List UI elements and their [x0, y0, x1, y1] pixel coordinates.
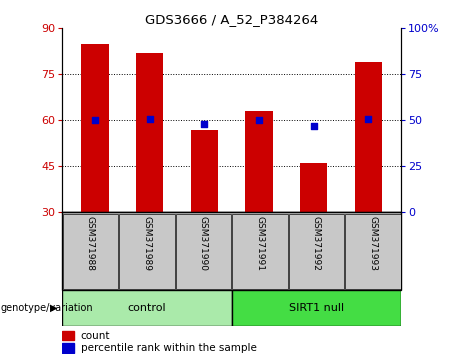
Point [91, 118, 99, 123]
Bar [355, 62, 382, 212]
Bar [345, 214, 401, 289]
Bar [176, 214, 231, 289]
Bar [136, 53, 163, 212]
Bar [119, 214, 175, 289]
Text: genotype/variation: genotype/variation [1, 303, 94, 313]
Title: GDS3666 / A_52_P384264: GDS3666 / A_52_P384264 [145, 13, 318, 26]
Bar [191, 130, 218, 212]
Text: GSM371993: GSM371993 [368, 216, 378, 271]
Text: SIRT1 null: SIRT1 null [289, 303, 344, 313]
Bar [300, 163, 327, 212]
Bar [81, 44, 109, 212]
Text: ▶: ▶ [50, 303, 58, 313]
Bar [62, 290, 231, 326]
Bar [245, 111, 272, 212]
Point [201, 121, 208, 127]
Point [255, 118, 263, 123]
Bar [63, 214, 118, 289]
Text: count: count [81, 331, 110, 341]
Point [365, 116, 372, 121]
Bar [289, 214, 344, 289]
Text: GSM371988: GSM371988 [86, 216, 95, 271]
Bar [231, 290, 401, 326]
Point [310, 123, 317, 129]
Text: GSM371991: GSM371991 [255, 216, 265, 271]
Text: GSM371990: GSM371990 [199, 216, 208, 271]
Point [146, 116, 154, 121]
Bar [62, 343, 74, 353]
Text: GSM371989: GSM371989 [142, 216, 152, 271]
Text: percentile rank within the sample: percentile rank within the sample [81, 343, 257, 353]
Bar [232, 214, 288, 289]
Bar [62, 331, 74, 341]
Text: control: control [128, 303, 166, 313]
Text: GSM371992: GSM371992 [312, 216, 321, 271]
